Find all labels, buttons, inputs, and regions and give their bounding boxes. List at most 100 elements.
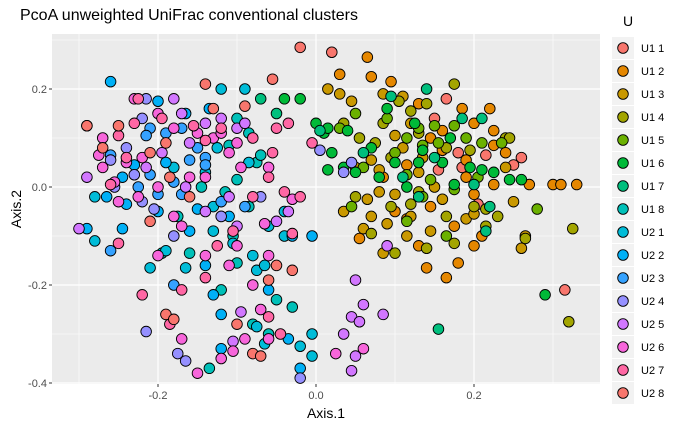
chart-title: PcoA unweighted UniFrac conventional clu… (20, 7, 358, 24)
data-point (203, 362, 216, 375)
y-tick-label: -0.4 (28, 378, 47, 390)
data-point (420, 83, 433, 95)
data-point (100, 191, 113, 203)
data-point (567, 222, 579, 235)
data-point (140, 161, 152, 174)
data-point (381, 102, 393, 115)
data-point (491, 210, 504, 223)
data-point (539, 289, 551, 301)
data-point (112, 129, 125, 142)
data-point (235, 161, 247, 174)
data-point (156, 112, 168, 125)
data-point (144, 262, 156, 274)
legend-label: U1 1 (641, 43, 664, 55)
data-point (286, 264, 299, 277)
data-point (440, 230, 453, 242)
legend-label: U1 3 (641, 89, 664, 101)
data-point (239, 83, 251, 95)
legend-swatch (617, 364, 629, 376)
data-point (207, 289, 220, 301)
data-point (231, 318, 243, 330)
data-point (488, 124, 500, 137)
legend-label: U1 4 (641, 112, 664, 124)
data-point (357, 146, 370, 159)
legend-swatch (617, 387, 629, 399)
data-point (333, 88, 346, 100)
data-point (199, 259, 212, 272)
x-tick-label: 0.0 (308, 390, 323, 402)
data-point (152, 95, 164, 107)
data-point (326, 46, 338, 59)
data-point (179, 181, 192, 193)
data-point (428, 151, 441, 164)
data-point (488, 178, 500, 191)
data-point (353, 232, 366, 245)
data-point (227, 225, 239, 237)
data-point (563, 316, 575, 328)
data-point (199, 171, 212, 183)
data-point (448, 178, 461, 191)
data-point (519, 232, 532, 245)
data-point (152, 181, 164, 193)
legend-swatch (617, 226, 629, 238)
legend-swatch (617, 111, 629, 123)
data-point (440, 271, 453, 284)
data-point (215, 352, 227, 365)
data-point (187, 119, 200, 132)
legend-items: U1 1 U1 2 U1 3 U1 4 U1 5 U1 6 U1 7 U1 8 U2 1 U2 2… (612, 37, 664, 404)
data-point (262, 284, 275, 296)
data-point (179, 355, 192, 367)
data-point (420, 262, 433, 274)
data-point (349, 191, 362, 203)
data-point (258, 259, 271, 272)
data-point (136, 289, 148, 301)
data-point (96, 132, 109, 144)
data-point (239, 333, 251, 345)
y-tick-label: -0.2 (28, 280, 47, 292)
legend-swatch (617, 42, 629, 54)
data-point (416, 144, 429, 156)
data-point (199, 117, 212, 130)
data-point (199, 78, 212, 90)
data-point (381, 217, 393, 230)
data-point (389, 247, 401, 259)
data-point (373, 171, 385, 183)
data-point (247, 132, 259, 144)
data-point (381, 112, 393, 125)
data-point (468, 178, 480, 191)
data-point (278, 93, 291, 105)
data-point (322, 164, 334, 176)
data-point (274, 328, 287, 340)
data-point (377, 308, 389, 321)
data-point (247, 191, 259, 203)
legend-swatch (617, 272, 629, 284)
data-point (120, 142, 133, 154)
data-point (515, 173, 528, 186)
data-point (476, 137, 488, 149)
data-point (168, 93, 180, 105)
data-point (345, 365, 358, 377)
data-point (160, 137, 172, 149)
data-point (140, 129, 152, 142)
data-point (361, 51, 374, 63)
data-point (322, 83, 334, 95)
legend-label: U1 7 (641, 181, 664, 193)
data-point (116, 222, 129, 235)
data-point (448, 78, 461, 90)
legend-title: U (623, 13, 633, 29)
data-point (353, 316, 366, 328)
data-point (495, 137, 508, 149)
data-point (152, 249, 164, 262)
data-point (128, 168, 141, 181)
data-point (333, 68, 346, 81)
data-point (353, 132, 366, 144)
data-point (468, 188, 480, 201)
data-point (286, 227, 299, 240)
data-point (294, 41, 306, 54)
data-point (168, 122, 180, 134)
data-point (270, 293, 283, 306)
data-point (128, 117, 141, 130)
data-point (168, 210, 180, 223)
data-point (389, 146, 401, 159)
legend-swatch (617, 341, 629, 353)
